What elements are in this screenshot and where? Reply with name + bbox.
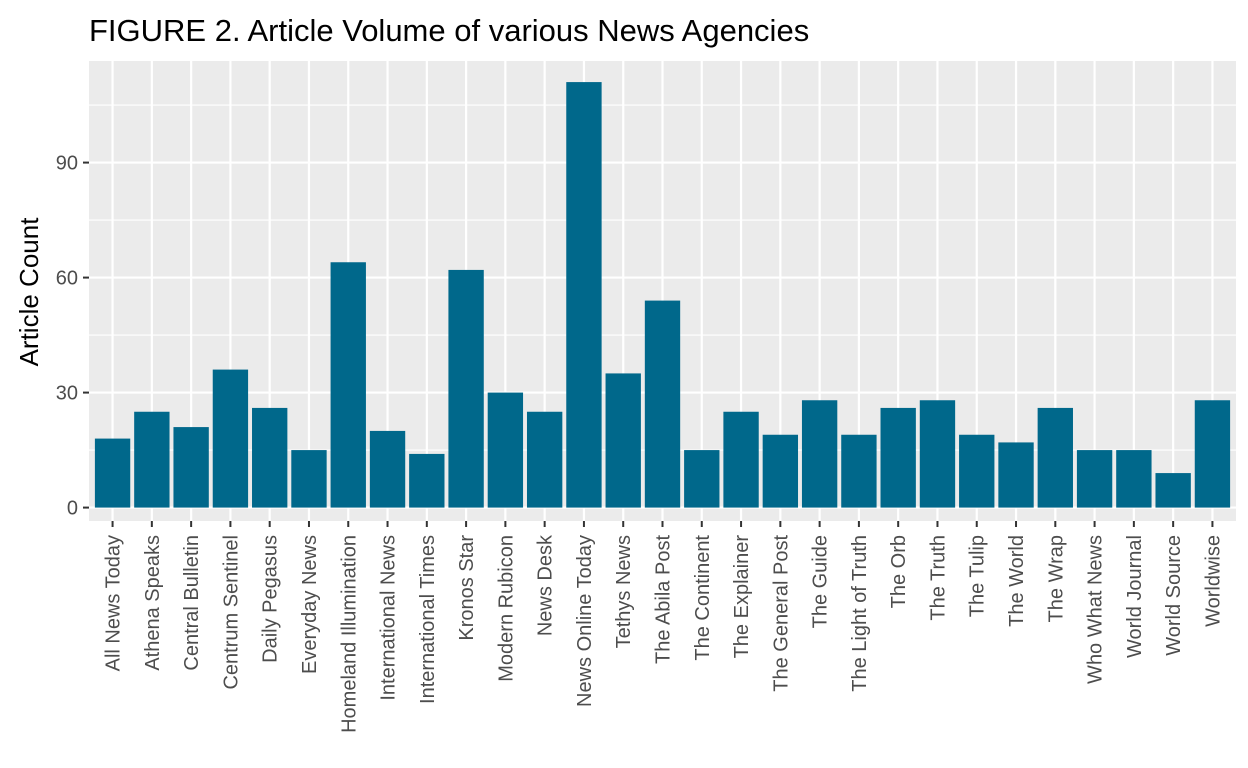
x-tick-label: Worldwise	[1202, 535, 1224, 627]
y-tick-label: 60	[56, 268, 78, 290]
x-tick-label: Tethys News	[613, 535, 635, 648]
x-tick-label: The Truth	[927, 535, 949, 621]
bar	[330, 262, 366, 508]
bar	[841, 434, 877, 508]
x-tick-label: The World	[1006, 535, 1028, 627]
bar	[959, 434, 995, 508]
y-tick-label: 30	[56, 383, 78, 405]
bar	[291, 450, 327, 508]
x-tick-label: The Tulip	[967, 535, 989, 617]
bar	[252, 407, 288, 508]
x-tick-label: The General Post	[770, 535, 792, 692]
bar	[644, 300, 681, 508]
bar	[94, 438, 131, 508]
bar	[723, 411, 759, 508]
x-tick-label: The Wrap	[1045, 535, 1067, 622]
bar	[1037, 407, 1073, 508]
y-axis: 0 30 60 90	[56, 153, 89, 520]
bar	[1194, 400, 1231, 508]
bar	[487, 392, 524, 508]
bar	[762, 434, 799, 508]
x-tick-label: Modern Rubicon	[495, 535, 517, 682]
bar	[212, 369, 249, 508]
bar	[409, 453, 445, 508]
y-tick-label: 90	[56, 153, 78, 175]
bars	[94, 82, 1231, 508]
bar	[919, 400, 956, 508]
bar	[566, 82, 602, 508]
bar	[1076, 450, 1113, 508]
x-tick-label: The Orb	[888, 535, 910, 608]
x-tick-label: The Light of Truth	[849, 535, 871, 692]
x-tick-label: The Continent	[692, 535, 714, 661]
x-tick-label: Daily Pegasus	[260, 535, 282, 663]
bar	[173, 427, 209, 508]
x-tick-label: Kronos Star	[456, 535, 478, 641]
bar	[369, 430, 406, 508]
x-tick-label: Homeland Illumination	[338, 535, 360, 733]
x-tick-label: Everyday News	[299, 535, 321, 674]
x-tick-label: Athena Speaks	[142, 535, 164, 671]
bar	[880, 407, 916, 508]
x-tick-label: World Journal	[1124, 535, 1146, 658]
bar	[684, 450, 720, 508]
y-tick-label: 0	[67, 498, 78, 520]
chart-title: FIGURE 2. Article Volume of various News…	[89, 13, 809, 48]
y-axis-title: Article Count	[14, 217, 44, 367]
x-tick-label: International Times	[417, 535, 439, 704]
x-tick-label: Centrum Sentinel	[220, 535, 242, 690]
bar	[1116, 450, 1152, 508]
bar	[605, 373, 641, 508]
x-tick-label: The Abila Post	[653, 535, 675, 664]
bar	[998, 442, 1034, 508]
bar	[134, 411, 170, 508]
bar	[526, 411, 563, 508]
bar	[448, 269, 484, 508]
bar	[801, 400, 838, 508]
x-tick-label: The Explainer	[731, 535, 753, 659]
x-tick-label: World Source	[1163, 535, 1185, 656]
x-tick-label: International News	[378, 535, 400, 701]
bar	[1155, 473, 1191, 508]
x-tick-label: The Guide	[810, 535, 832, 628]
x-tick-label: News Desk	[535, 534, 557, 636]
x-tick-label: News Online Today	[574, 535, 596, 707]
x-tick-label: All News Today	[103, 535, 125, 671]
x-tick-label: Central Bulletin	[181, 535, 203, 671]
x-axis: All News Today Athena Speaks Central Bulle…	[103, 521, 1224, 733]
x-tick-label: Who What News	[1085, 535, 1107, 684]
